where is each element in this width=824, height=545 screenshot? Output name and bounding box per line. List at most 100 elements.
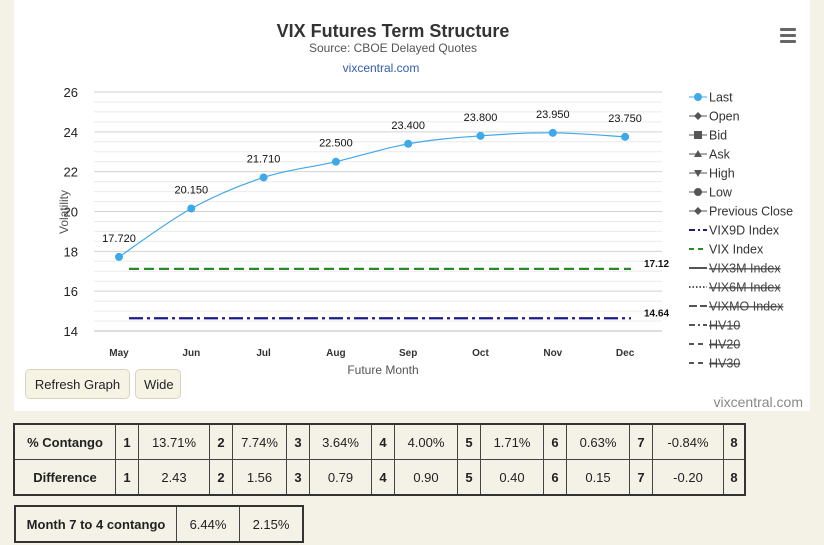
last-data-point [331, 157, 340, 166]
month-contango-row: Month 7 to 4 contango 6.44% 2.15% [14, 505, 304, 543]
difference-num-5: 5 [457, 459, 481, 496]
x-tick-label: Sep [399, 348, 417, 359]
difference-num-3: 3 [286, 459, 310, 496]
last-data-point [476, 131, 485, 140]
difference-val-4: 0.90 [394, 459, 458, 496]
wide-button[interactable]: Wide [135, 369, 181, 399]
legend-marker [694, 93, 702, 101]
last-data-point [404, 139, 413, 148]
x-tick-label: Nov [543, 348, 562, 359]
legend-marker [694, 188, 702, 196]
legend-marker [694, 207, 702, 215]
difference-val-6: 0.15 [566, 459, 630, 496]
x-tick-label: Jul [256, 348, 271, 359]
vix9d-value-label: 14.64 [644, 308, 669, 319]
difference-num-2: 2 [209, 459, 233, 496]
legend-label: Bid [709, 129, 727, 143]
last-data-point [187, 204, 196, 213]
y-tick-label: 22 [64, 165, 78, 180]
difference-num-8: 8 [723, 459, 746, 496]
y-tick-label: 16 [64, 284, 78, 299]
last-data-label: 22.500 [319, 138, 353, 150]
legend-marker [694, 170, 702, 177]
legend-label: High [709, 167, 735, 181]
y-tick-label: 18 [64, 244, 78, 259]
x-axis-label: Future Month [347, 363, 418, 377]
legend-label: Ask [709, 148, 731, 162]
contango-val-4: 4.00% [394, 423, 458, 460]
x-tick-label: May [109, 348, 129, 359]
y-tick-label: 20 [64, 205, 78, 220]
difference-val-5: 0.40 [480, 459, 544, 496]
contango-num-5: 5 [457, 423, 481, 460]
chart-panel: VIX Futures Term Structure Source: CBOE D… [14, 0, 810, 411]
last-data-label: 23.400 [391, 120, 425, 132]
legend-marker [694, 131, 702, 139]
contango-val-7: -0.84% [652, 423, 724, 460]
difference-num-4: 4 [371, 459, 395, 496]
contango-val-6: 0.63% [566, 423, 630, 460]
last-data-point [115, 252, 123, 261]
difference-num-1: 1 [115, 459, 139, 496]
contango-num-1: 1 [115, 423, 139, 460]
last-data-point [259, 173, 268, 182]
legend-label: HV20 [709, 338, 740, 352]
legend-label: Last [709, 91, 733, 105]
chart-title: VIX Futures Term Structure [277, 21, 510, 41]
last-data-label: 23.750 [608, 113, 642, 125]
legend-marker [694, 112, 702, 120]
contango-num-6: 6 [543, 423, 567, 460]
difference-num-7: 7 [629, 459, 653, 496]
contango-val-2: 7.74% [232, 423, 287, 460]
y-tick-label: 24 [64, 125, 78, 140]
difference-label: Difference [13, 459, 116, 496]
chart-subtitle: Source: CBOE Delayed Quotes [309, 41, 477, 55]
last-data-point [548, 128, 557, 137]
month-contango-label: Month 7 to 4 contango [14, 505, 177, 543]
contango-val-3: 3.64% [309, 423, 372, 460]
contango-num-7: 7 [629, 423, 653, 460]
contango-num-2: 2 [209, 423, 233, 460]
legend-label: Low [709, 186, 733, 200]
y-axis-label: Volatility [57, 190, 71, 234]
difference-val-7: -0.20 [652, 459, 724, 496]
legend-label: HV30 [709, 357, 740, 371]
contango-val-1: 13.71% [138, 423, 210, 460]
refresh-graph-button[interactable]: Refresh Graph [25, 369, 130, 399]
last-data-label: 23.950 [536, 109, 570, 121]
legend-label: Previous Close [709, 205, 793, 219]
legend-label: HV10 [709, 319, 740, 333]
legend-label: VIX Index [709, 243, 764, 257]
contango-table: % Contango 1 13.71% 2 7.74% 3 3.64% 4 4.… [13, 423, 746, 496]
contango-row: % Contango 1 13.71% 2 7.74% 3 3.64% 4 4.… [13, 423, 746, 460]
x-tick-label: Dec [616, 348, 635, 359]
x-tick-label: Jun [182, 348, 200, 359]
last-data-label: 20.150 [174, 185, 208, 197]
source-link: vixcentral.com [343, 61, 420, 75]
hamburger-menu-icon[interactable] [780, 28, 798, 44]
contango-num-3: 3 [286, 423, 310, 460]
y-tick-label: 14 [64, 324, 78, 339]
month-contango-val-1: 6.44% [176, 505, 240, 543]
month-contango-table: Month 7 to 4 contango 6.44% 2.15% [14, 505, 304, 543]
legend-label: VIX6M Index [709, 281, 781, 295]
vix-value-label: 17.12 [644, 259, 669, 270]
difference-val-3: 0.79 [309, 459, 372, 496]
last-data-point [621, 132, 630, 141]
month-contango-val-2: 2.15% [239, 505, 304, 543]
last-data-label: 21.710 [247, 153, 281, 165]
difference-val-2: 1.56 [232, 459, 287, 496]
legend-marker [694, 150, 702, 157]
x-tick-label: Oct [472, 348, 489, 359]
difference-row: Difference 1 2.43 2 1.56 3 0.79 4 0.90 5… [13, 459, 746, 496]
contango-label: % Contango [13, 423, 116, 460]
x-tick-label: Aug [326, 348, 345, 359]
legend-label: VIX3M Index [709, 262, 781, 276]
last-data-label: 23.800 [464, 112, 498, 124]
difference-num-6: 6 [543, 459, 567, 496]
chart-credit: vixcentral.com [714, 394, 803, 410]
legend-label: Open [709, 110, 740, 124]
contango-val-5: 1.71% [480, 423, 544, 460]
contango-num-4: 4 [371, 423, 395, 460]
